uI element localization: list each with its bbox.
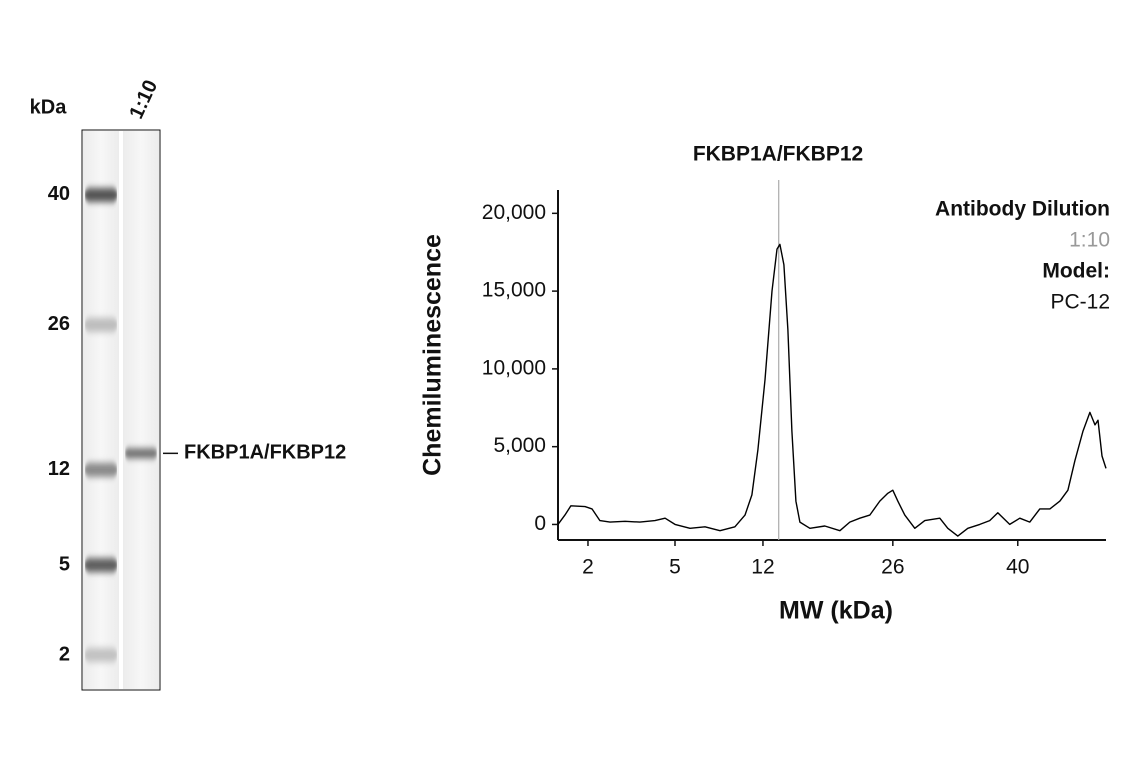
- y-tick-label: 12: [48, 458, 70, 480]
- y-tick-label: 40: [48, 183, 70, 205]
- ladder-lane: [83, 131, 119, 689]
- band-label: FKBP1A/FKBP12: [184, 442, 346, 464]
- legend-entry: 1:10: [1069, 229, 1110, 252]
- x-tick-label: 26: [881, 556, 904, 579]
- ladder-band: [85, 648, 117, 662]
- lane-label: 1:10: [125, 77, 162, 123]
- y-axis-label: Chemiluminescence: [419, 234, 447, 476]
- sample-band: [125, 448, 157, 459]
- y-tick-label: 20,000: [482, 201, 546, 224]
- chart-title: FKBP1A/FKBP12: [693, 143, 863, 166]
- y-tick-label: 15,000: [482, 279, 546, 302]
- legend-title: Antibody Dilution: [935, 198, 1110, 221]
- model-label: Model:: [1042, 260, 1110, 283]
- y-tick-label: 0: [534, 512, 546, 535]
- sample-lane: [123, 131, 159, 689]
- y-tick-label: 5,000: [493, 434, 546, 457]
- x-tick-label: 2: [582, 556, 594, 579]
- y-tick-label: 10,000: [482, 356, 546, 379]
- x-tick-label: 5: [669, 556, 681, 579]
- ladder-band: [85, 462, 117, 477]
- x-axis-label: MW (kDa): [779, 597, 893, 625]
- y-tick-label: 5: [59, 553, 70, 575]
- gel-panel: kDa 1:10 40 26 12 5 2 FKBP1A/FKBP12: [30, 77, 346, 691]
- model-value: PC-12: [1050, 291, 1110, 314]
- gel-axis-label: kDa: [30, 96, 68, 118]
- ladder-band: [85, 558, 117, 573]
- ladder-band: [85, 317, 117, 332]
- y-tick-label: 2: [59, 643, 70, 665]
- line-panel: FKBP1A/FKBP12 MW (kDa) Chemiluminescence…: [419, 143, 1110, 625]
- y-tick-label: 26: [48, 313, 70, 335]
- series-line: [557, 243, 1107, 537]
- ladder-band: [85, 187, 117, 202]
- x-tick-label: 40: [1006, 556, 1029, 579]
- x-tick-label: 12: [751, 556, 774, 579]
